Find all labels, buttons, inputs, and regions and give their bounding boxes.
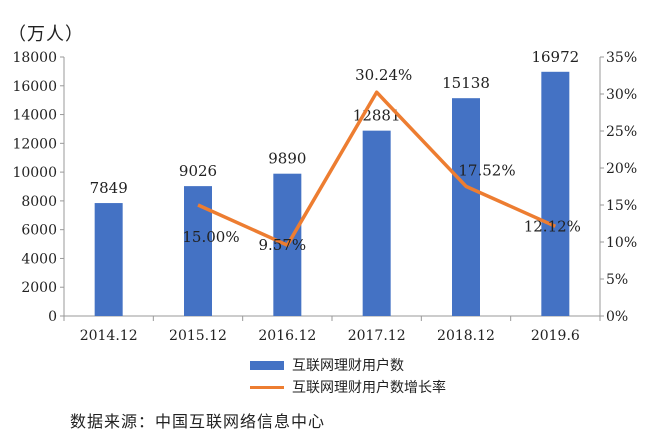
line-data-label: 9.57%: [259, 236, 307, 254]
bar-data-label: 16972: [531, 48, 579, 66]
right-y-tick-label: 15%: [606, 198, 637, 214]
left-y-tick-label: 0: [48, 309, 57, 325]
legend-item-bar: 互联网理财用户数: [250, 354, 446, 376]
right-y-tick-label: 30%: [606, 87, 637, 103]
growth-rate-line: [197, 90, 557, 247]
legend-swatch-bar: [250, 360, 284, 370]
bar: [541, 71, 570, 316]
legend-swatch-line: [250, 385, 284, 389]
x-tick-label: 2017.12: [348, 328, 406, 344]
x-tick-label: 2016.12: [258, 328, 316, 344]
left-y-tick-label: 10000: [12, 165, 57, 181]
right-y-tick-label: 0%: [606, 309, 628, 325]
right-y-tick-label: 5%: [606, 272, 628, 288]
bar-data-label: 9890: [268, 150, 306, 168]
legend-label-line: 互联网理财用户数增长率: [292, 380, 446, 396]
right-y-tick-label: 10%: [606, 235, 637, 251]
legend: 互联网理财用户数 互联网理财用户数增长率: [250, 354, 446, 398]
line-data-label: 15.00%: [182, 228, 239, 246]
line-data-label: 30.24%: [355, 66, 412, 84]
legend-item-line: 互联网理财用户数增长率: [250, 376, 446, 398]
x-tick-label: 2018.12: [437, 328, 495, 344]
bar-data-label: 7849: [90, 179, 128, 197]
legend-label-bar: 互联网理财用户数: [292, 358, 404, 374]
source-note: 数据来源：中国互联网络信息中心: [70, 412, 326, 431]
x-tick-label: 2014.12: [80, 328, 138, 344]
left-y-tick-label: 16000: [12, 79, 57, 95]
x-tick-label: 2015.12: [169, 328, 227, 344]
y-axis-unit-label: （万人）: [8, 24, 84, 45]
left-y-tick-label: 2000: [21, 280, 57, 296]
left-y-tick-label: 14000: [12, 108, 57, 124]
bar-data-label: 9026: [179, 162, 217, 180]
right-y-tick-label: 35%: [606, 50, 637, 66]
bar: [94, 203, 123, 316]
bar: [362, 130, 391, 316]
left-y-tick-label: 8000: [21, 194, 57, 210]
left-y-tick-label: 6000: [21, 223, 57, 239]
right-y-tick-label: 20%: [606, 161, 637, 177]
left-y-tick-label: 12000: [12, 136, 57, 152]
left-y-tick-label: 18000: [12, 50, 57, 66]
bar-data-label: 15138: [442, 74, 490, 92]
left-y-tick-label: 4000: [21, 251, 57, 267]
right-y-tick-label: 25%: [606, 124, 637, 140]
line-data-label: 17.52%: [458, 161, 515, 179]
line-data-label: 12.12%: [524, 217, 581, 235]
bar: [452, 98, 480, 316]
x-tick-label: 2019.6: [531, 328, 580, 344]
